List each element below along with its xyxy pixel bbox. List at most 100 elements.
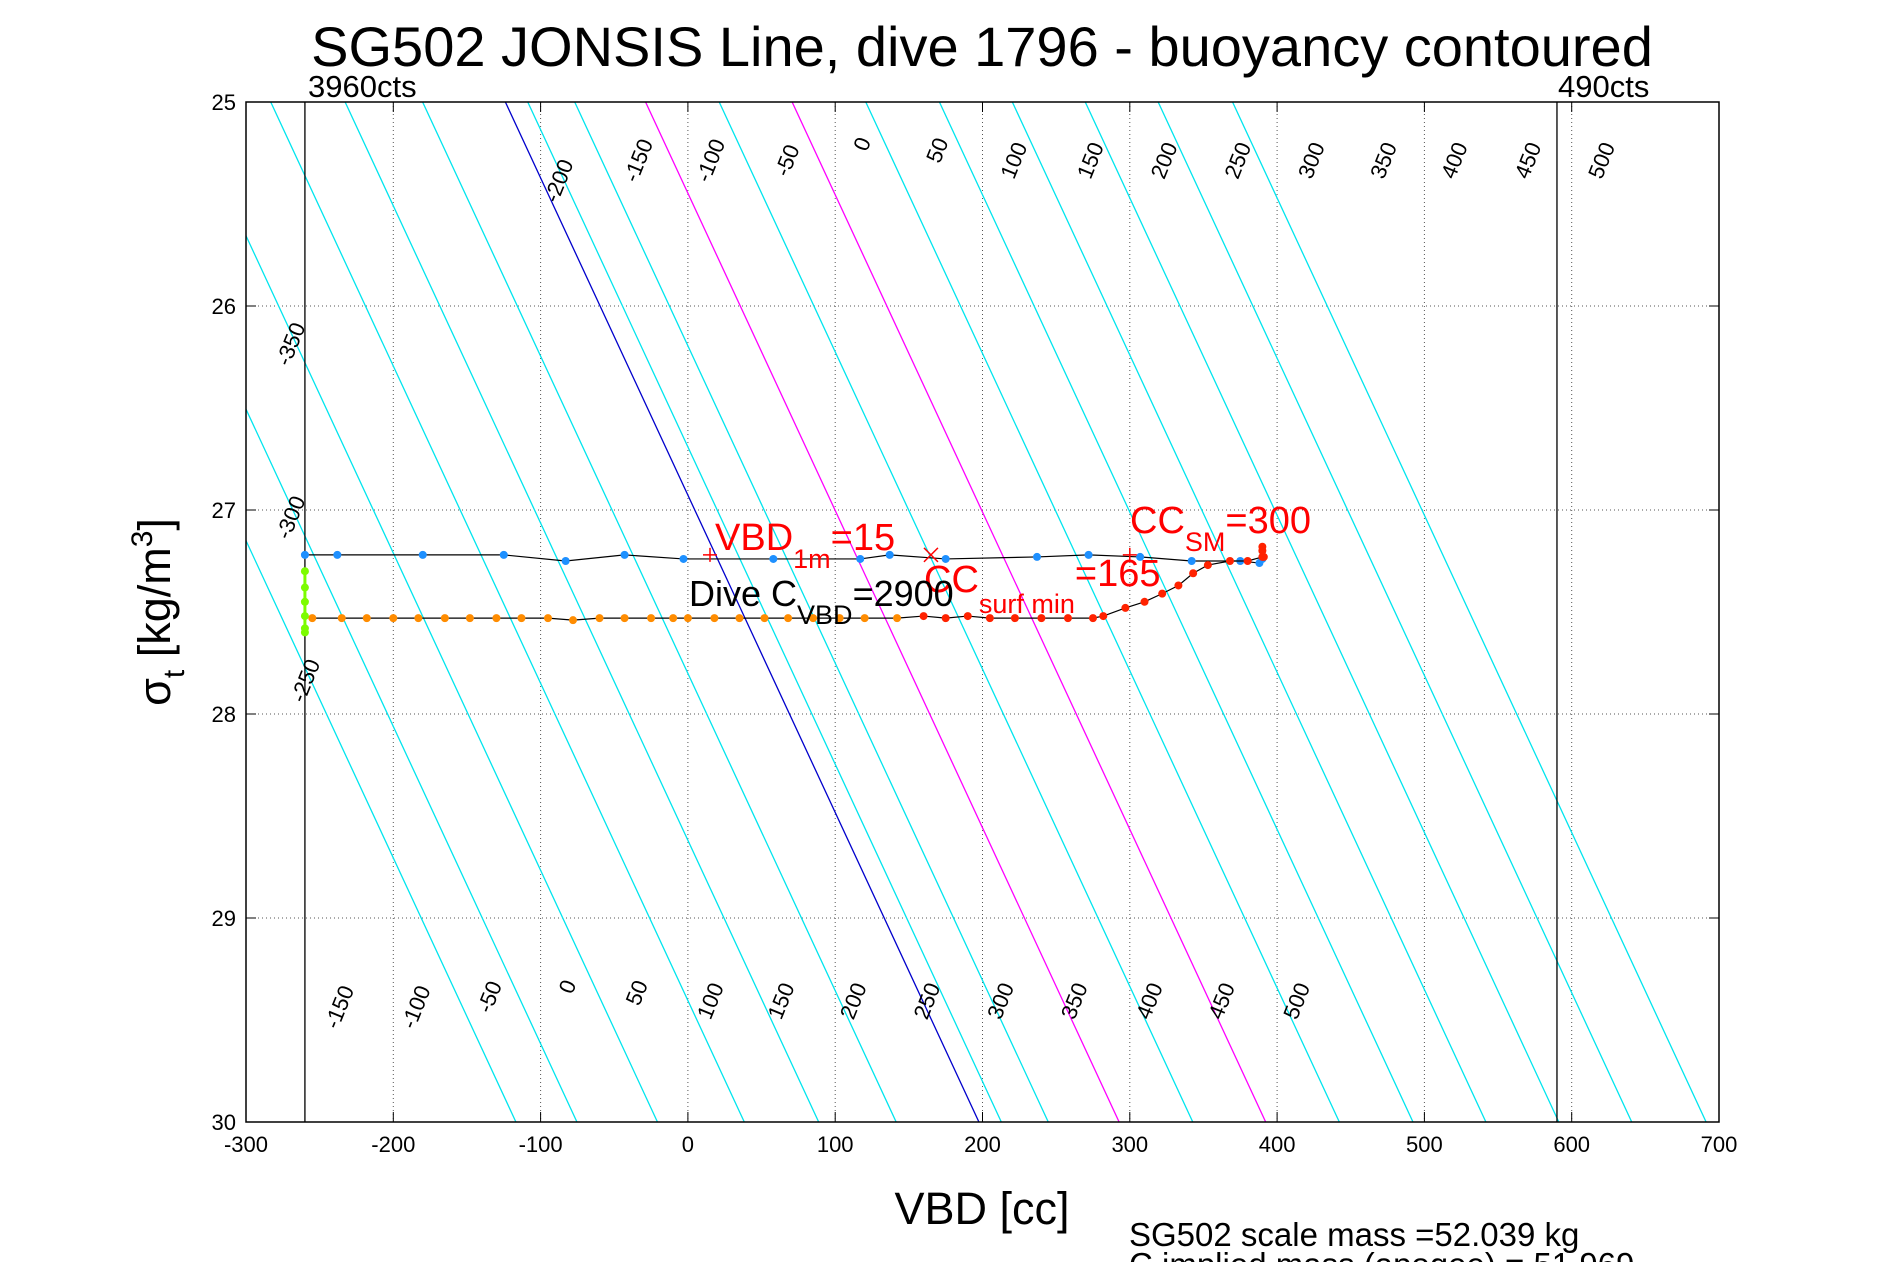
y-axis-label-sup: 3 xyxy=(126,531,159,548)
data-point xyxy=(561,557,570,565)
contour-line xyxy=(422,102,897,1122)
x-tick-label: 500 xyxy=(1406,1132,1443,1157)
data-point xyxy=(784,614,793,623)
contour-line xyxy=(574,102,1049,1122)
plus-marker xyxy=(702,547,717,562)
contour-label: 0 xyxy=(848,134,876,155)
x-tick-label: -300 xyxy=(224,1132,268,1157)
annotation-cc-sm: CCSM=300 xyxy=(1130,500,1311,557)
contour-label: -150 xyxy=(618,135,658,185)
annotation-cc-sm-sub: SM xyxy=(1185,527,1226,557)
contour-line xyxy=(938,102,1414,1122)
data-point xyxy=(300,567,309,576)
y-tick-label: 28 xyxy=(212,702,236,727)
y-axis-label-sub: t xyxy=(158,669,191,678)
contour-label: 350 xyxy=(1056,979,1093,1022)
contour-line xyxy=(246,407,578,1122)
x-tick-label: 300 xyxy=(1111,1132,1148,1157)
x-tick-label: 200 xyxy=(964,1132,1001,1157)
data-point xyxy=(941,554,950,563)
contour-label: 50 xyxy=(621,977,653,1009)
x-tick-label: 700 xyxy=(1701,1132,1738,1157)
contour-line xyxy=(344,102,820,1122)
data-point xyxy=(735,614,744,623)
chart-title: SG502 JONSIS Line, dive 1796 - buoyancy … xyxy=(311,15,1653,78)
contour-label: 250 xyxy=(908,979,945,1022)
x-marker xyxy=(923,547,939,563)
y-axis-label: σt [kg/m3] xyxy=(126,518,191,706)
x-tick-label: 0 xyxy=(682,1132,694,1157)
data-point xyxy=(333,550,342,559)
x-tick-label: 100 xyxy=(817,1132,854,1157)
y-tick-label: 27 xyxy=(212,498,236,523)
contour-line xyxy=(1011,102,1487,1122)
data-point xyxy=(683,614,692,623)
data-point xyxy=(1203,561,1212,570)
data-point xyxy=(893,614,902,623)
count-label-left: 3960cts xyxy=(308,69,417,104)
data-point xyxy=(620,614,629,623)
data-point xyxy=(362,614,371,623)
footer-scale-mass: SG502 scale mass =52.039 kg xyxy=(1129,1216,1579,1253)
data-point xyxy=(885,550,894,559)
contour-line xyxy=(504,102,980,1122)
y-tick-label: 30 xyxy=(212,1110,236,1135)
data-point xyxy=(769,554,778,563)
data-point xyxy=(963,612,972,621)
annotation-cc-surf-min-value: =165 xyxy=(1075,553,1161,595)
contour-line xyxy=(527,102,1002,1122)
data-point xyxy=(300,550,309,559)
x-axis: -300 -200 -100 0 100 200 300 400 500 600 700 xyxy=(224,102,1737,1157)
data-point xyxy=(919,612,928,621)
contour-label: 250 xyxy=(1219,139,1256,182)
data-point xyxy=(1099,612,1108,621)
data-point xyxy=(300,628,309,637)
data-point xyxy=(941,614,950,623)
x-tick-label: -100 xyxy=(519,1132,563,1157)
annotation-cc-sm-value: =300 xyxy=(1225,500,1311,542)
data-point xyxy=(595,614,604,623)
data-point xyxy=(1084,550,1093,559)
contour-label: 500 xyxy=(1583,139,1620,182)
contour-label: 300 xyxy=(982,979,1019,1022)
data-point xyxy=(1140,597,1149,606)
contour-label: -100 xyxy=(691,135,731,185)
contour-label: 200 xyxy=(835,979,872,1022)
data-point xyxy=(308,614,317,623)
contour-label: 450 xyxy=(1509,139,1546,182)
contour-label: 200 xyxy=(1146,139,1183,182)
data-point xyxy=(300,612,309,621)
contour-line xyxy=(1231,102,1707,1122)
data-point xyxy=(1258,552,1267,561)
data-point xyxy=(835,614,844,623)
contour-line xyxy=(246,539,517,1122)
annotation-cc-sm-main: CC xyxy=(1130,500,1185,542)
data-point xyxy=(669,614,678,623)
data-point xyxy=(1088,614,1097,623)
contour-line xyxy=(246,234,659,1122)
data-point xyxy=(1243,557,1252,565)
data-point xyxy=(1258,542,1267,551)
data-point xyxy=(418,550,427,559)
contour-label: 100 xyxy=(692,979,729,1022)
data-point xyxy=(1189,569,1198,578)
data-point xyxy=(414,614,423,623)
contour-line xyxy=(644,102,1120,1122)
count-label-right: 490cts xyxy=(1558,69,1649,104)
annotation-dive-c-vbd-value: =2900 xyxy=(853,573,954,614)
data-point xyxy=(492,614,501,623)
data-series xyxy=(300,542,1268,637)
x-axis-label: VBD [cc] xyxy=(894,1183,1069,1234)
data-point xyxy=(1187,557,1196,565)
data-point xyxy=(543,614,552,623)
contour-label: -50 xyxy=(769,141,804,180)
y-tick-label: 26 xyxy=(212,294,236,319)
contour-label: -150 xyxy=(319,982,359,1032)
contour-label: 400 xyxy=(1131,979,1168,1022)
annotation-cc-surf-min-main: CC xyxy=(924,559,979,601)
annotation-dive-c-vbd: Dive CVBD=2900 xyxy=(689,573,954,630)
y-axis-label-base: σ xyxy=(129,678,180,706)
annotation-vbd-1m-main: VBD xyxy=(715,517,793,559)
annotation-vbd-1m: VBD1m=15 xyxy=(715,517,895,574)
